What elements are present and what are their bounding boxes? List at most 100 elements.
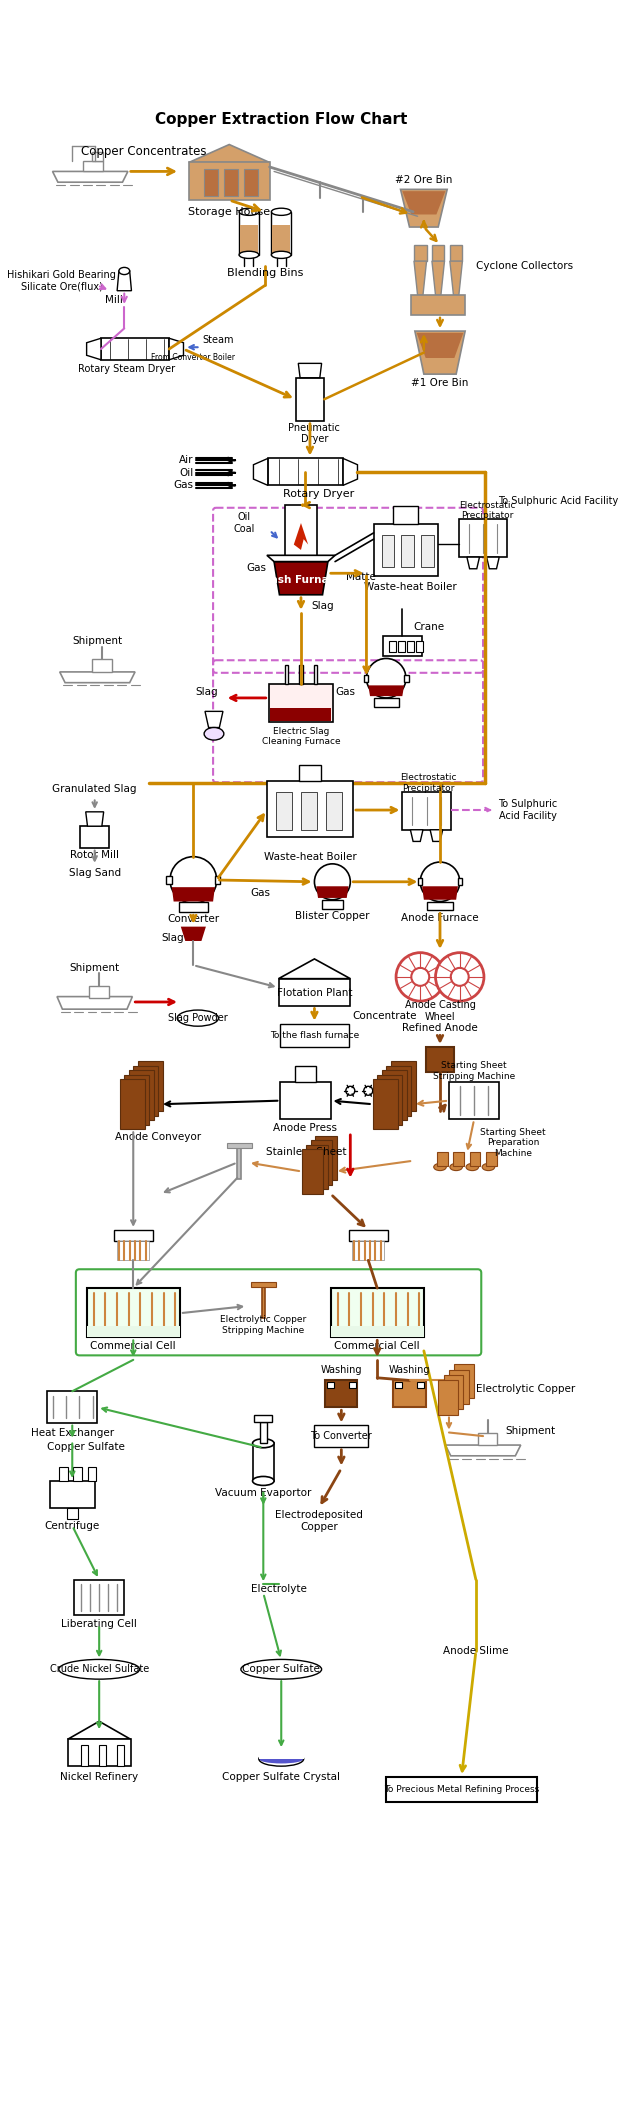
Ellipse shape <box>239 251 259 259</box>
Circle shape <box>314 864 351 900</box>
Text: To the flash furnace: To the flash furnace <box>270 1031 359 1039</box>
Bar <box>382 637 422 656</box>
Bar <box>295 377 324 422</box>
Bar <box>86 1326 180 1336</box>
Bar <box>449 1081 499 1119</box>
Bar <box>438 1151 448 1166</box>
Bar <box>92 660 111 672</box>
Text: Steam: Steam <box>202 335 234 346</box>
Bar <box>267 782 353 837</box>
Bar <box>90 987 109 999</box>
Bar <box>382 1071 407 1119</box>
Bar <box>372 1079 398 1130</box>
Text: Anode Slime: Anode Slime <box>443 1646 509 1657</box>
Bar <box>411 295 465 314</box>
Bar <box>227 1143 252 1149</box>
Bar <box>101 337 169 360</box>
Bar <box>418 879 422 885</box>
Text: Copper Sulfate: Copper Sulfate <box>47 1442 125 1452</box>
Bar <box>326 793 342 831</box>
Text: Anode Conveyor: Anode Conveyor <box>115 1132 202 1143</box>
Polygon shape <box>430 831 443 841</box>
Polygon shape <box>267 554 335 561</box>
Polygon shape <box>274 561 328 594</box>
Bar <box>73 1467 82 1482</box>
Bar <box>453 1151 464 1166</box>
Text: Rotary Dryer: Rotary Dryer <box>284 489 354 500</box>
Bar <box>454 1364 474 1398</box>
Bar <box>299 664 303 685</box>
Bar <box>269 685 333 723</box>
Polygon shape <box>411 831 423 841</box>
Bar <box>428 902 453 911</box>
Bar <box>86 1288 180 1336</box>
Text: Rotary Steam Dryer: Rotary Steam Dryer <box>78 365 175 373</box>
Text: Gas: Gas <box>246 563 266 573</box>
Text: Slag: Slag <box>312 601 334 611</box>
Polygon shape <box>254 457 268 485</box>
Text: Hishikari Gold Bearing
Silicate Ore(flux): Hishikari Gold Bearing Silicate Ore(flux… <box>7 270 116 291</box>
Text: Electrostatic
Precipitator: Electrostatic Precipitator <box>400 774 456 793</box>
Bar <box>459 519 507 557</box>
Text: Slag: Slag <box>195 687 218 696</box>
Bar <box>311 1140 332 1185</box>
Bar <box>374 525 438 575</box>
Bar <box>279 978 351 1006</box>
Text: Blister Copper: Blister Copper <box>295 911 369 921</box>
Bar <box>478 1433 498 1446</box>
Circle shape <box>346 1086 355 1096</box>
Bar <box>270 708 332 721</box>
Ellipse shape <box>434 1164 446 1170</box>
Bar <box>259 1745 304 1758</box>
Bar <box>117 1242 150 1261</box>
Circle shape <box>364 1086 372 1096</box>
Circle shape <box>396 953 444 1001</box>
Text: Slag Powder: Slag Powder <box>168 1014 228 1022</box>
Bar <box>306 1145 328 1189</box>
Bar <box>314 664 317 685</box>
Polygon shape <box>422 885 458 900</box>
Bar <box>316 1136 337 1180</box>
Bar <box>272 211 291 255</box>
Bar <box>120 1079 145 1130</box>
Polygon shape <box>414 261 426 295</box>
Polygon shape <box>57 997 132 1010</box>
Text: Gas: Gas <box>336 687 356 696</box>
Polygon shape <box>401 190 447 228</box>
Bar <box>404 675 409 681</box>
Polygon shape <box>59 672 135 683</box>
Bar <box>81 1745 88 1767</box>
Bar <box>349 1229 388 1242</box>
Text: Mill: Mill <box>105 295 123 306</box>
Polygon shape <box>368 685 404 696</box>
Bar <box>167 877 172 883</box>
Polygon shape <box>86 337 101 360</box>
Polygon shape <box>172 887 215 902</box>
Text: Anode Casting
Wheel: Anode Casting Wheel <box>404 999 475 1022</box>
Bar <box>244 169 258 196</box>
Text: To Precious Metal Refining Process: To Precious Metal Refining Process <box>384 1785 539 1794</box>
Bar <box>421 535 434 567</box>
Polygon shape <box>294 523 308 550</box>
Text: Flotation Plant: Flotation Plant <box>277 989 352 997</box>
Bar <box>314 1425 368 1446</box>
Bar <box>138 1060 163 1111</box>
Polygon shape <box>316 885 349 898</box>
Polygon shape <box>415 331 465 373</box>
Polygon shape <box>445 1446 521 1457</box>
Text: Waste-heat Boiler: Waste-heat Boiler <box>364 582 457 592</box>
Bar <box>262 1286 265 1318</box>
Polygon shape <box>403 192 445 215</box>
Bar <box>74 1579 125 1615</box>
Text: Gas: Gas <box>173 481 193 491</box>
Bar <box>374 698 399 706</box>
Text: Pneumatic
Dryer: Pneumatic Dryer <box>289 422 341 445</box>
Bar <box>239 211 259 255</box>
Text: Slag Sand: Slag Sand <box>69 868 121 877</box>
Text: Gas: Gas <box>250 887 270 898</box>
Text: Shipment: Shipment <box>69 963 120 974</box>
Text: Rotor Mill: Rotor Mill <box>70 850 119 860</box>
Ellipse shape <box>239 209 259 215</box>
Ellipse shape <box>177 1010 218 1027</box>
Bar <box>133 1067 158 1115</box>
